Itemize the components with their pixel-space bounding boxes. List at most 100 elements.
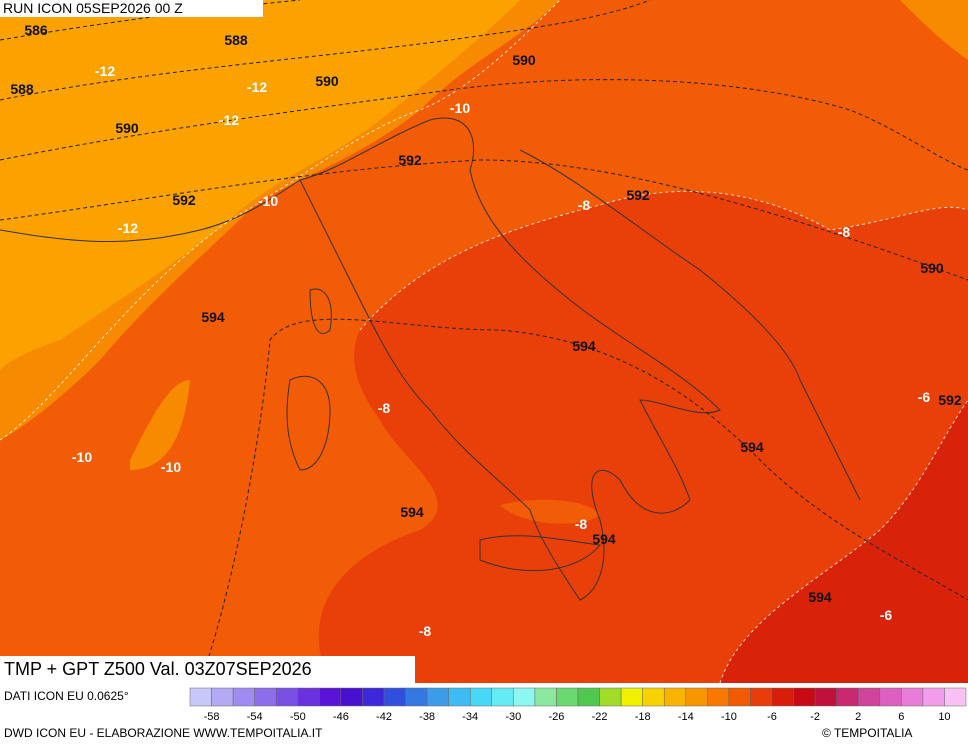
legend-swatch: [556, 687, 579, 707]
contour-label: -12: [118, 220, 138, 236]
balkan-coast: [519, 149, 861, 501]
contour-label: 590: [512, 52, 536, 68]
france-coast: [0, 179, 301, 243]
temperature-isolines: [0, 0, 968, 684]
map: [0, 0, 968, 684]
legend-swatch: [297, 687, 320, 707]
contour-label: 592: [398, 152, 422, 168]
contour-label: 590: [115, 120, 139, 136]
title-box: [0, 656, 415, 683]
legend-swatch: [189, 687, 212, 707]
legend-swatch: [469, 687, 493, 707]
legend-tick-label: -18: [635, 711, 651, 723]
legend-swatch: [491, 687, 514, 707]
contour-label: 590: [315, 73, 339, 89]
legend-swatch: [577, 687, 600, 707]
legend-swatch: [642, 687, 665, 707]
legend-tick-label: 2: [855, 711, 861, 723]
contour-label: 592: [938, 392, 962, 408]
warm-patch: [130, 380, 190, 470]
contour-label: 594: [572, 338, 596, 354]
legend-swatch: [599, 687, 622, 707]
legend-tick-label: 10: [938, 711, 950, 723]
run-label: RUN ICON 05SEP2026 00 Z: [3, 0, 183, 16]
sardinia: [286, 375, 331, 471]
contour-label: -10: [258, 193, 278, 209]
legend-swatch: [383, 687, 406, 707]
legend-swatch: [319, 687, 342, 707]
contour-label: -6: [918, 389, 931, 405]
contour-label: -8: [575, 516, 588, 532]
contour-label: -12: [247, 79, 267, 95]
contour-label: -8: [838, 224, 851, 240]
corsica: [309, 288, 332, 335]
legend-tick-label: -14: [678, 711, 694, 723]
legend-swatch: [448, 687, 471, 707]
legend-swatch: [534, 687, 557, 707]
legend-swatch: [663, 687, 687, 707]
contour-label: -10: [450, 100, 470, 116]
legend-swatch: [254, 687, 277, 707]
contour-label: 590: [920, 260, 944, 276]
italy: [299, 117, 721, 601]
contour-label: 592: [626, 187, 650, 203]
contour-label: -10: [72, 449, 92, 465]
map-title: TMP + GPT Z500 Val. 03Z07SEP2026: [4, 659, 312, 679]
legend-tick-label: -38: [419, 711, 435, 723]
legend-swatch: [275, 687, 299, 707]
legend-swatch: [793, 687, 816, 707]
legend-tick-label: -30: [505, 711, 521, 723]
legend-tick-label: 6: [898, 711, 904, 723]
legend-tick-label: -58: [204, 711, 220, 723]
contour-label: 594: [592, 531, 616, 547]
contour-label: -8: [378, 400, 391, 416]
credit: DWD ICON EU - ELABORAZIONE WWW.TEMPOITAL…: [4, 726, 323, 740]
legend-tick-label: -10: [721, 711, 737, 723]
legend-tick-label: -26: [548, 711, 564, 723]
cool-zone: [0, 0, 520, 370]
legend-swatch: [513, 687, 536, 707]
legend-swatch: [232, 687, 255, 707]
legend-tick-label: -54: [247, 711, 263, 723]
legend-swatch: [814, 687, 837, 707]
contour-label: -8: [578, 197, 591, 213]
contour-label: 586: [24, 22, 48, 38]
contour-label: 594: [201, 309, 225, 325]
legend-swatch: [944, 687, 967, 707]
legend-swatch: [426, 687, 449, 707]
hottest-zone: [720, 400, 968, 683]
legend-tick-label: -42: [376, 711, 392, 723]
contour-label: -8: [419, 623, 432, 639]
copyright: © TEMPOITALIA: [822, 726, 912, 740]
contour-label: 588: [10, 81, 34, 97]
legend-swatch: [836, 687, 859, 707]
contour-label: -12: [95, 63, 115, 79]
contour-label: -6: [880, 607, 893, 623]
legend-tick-label: -22: [592, 711, 608, 723]
legend-swatch: [901, 687, 924, 707]
legend-swatch: [405, 687, 428, 707]
legend-swatch: [620, 687, 643, 707]
contour-label: 588: [224, 32, 248, 48]
contour-label: 594: [808, 589, 832, 605]
legend-swatch: [879, 687, 902, 707]
contour-label: -12: [219, 112, 239, 128]
contour-label: 594: [400, 504, 424, 520]
legend-tick-label: -50: [290, 711, 306, 723]
legend-tick-label: -46: [333, 711, 349, 723]
coastlines: [0, 117, 861, 601]
legend-tick-label: -2: [810, 711, 820, 723]
legend-swatch: [211, 687, 234, 707]
legend-swatch: [728, 687, 751, 707]
legend-swatch: [750, 687, 773, 707]
legend-tick-label: -6: [767, 711, 777, 723]
legend-swatch: [707, 687, 730, 707]
contour-label: -10: [161, 459, 181, 475]
legend-swatch: [857, 687, 881, 707]
legend-swatch: [922, 687, 945, 707]
color-legend: -58 -54 -50 -46 -42 -38 -34 -30 -26 -22 -18 -14 -10-…: [189, 687, 967, 723]
height-isolines: [0, 0, 968, 684]
data-source: DATI ICON EU 0.0625°: [4, 689, 129, 703]
warm-zone: [900, 0, 968, 60]
